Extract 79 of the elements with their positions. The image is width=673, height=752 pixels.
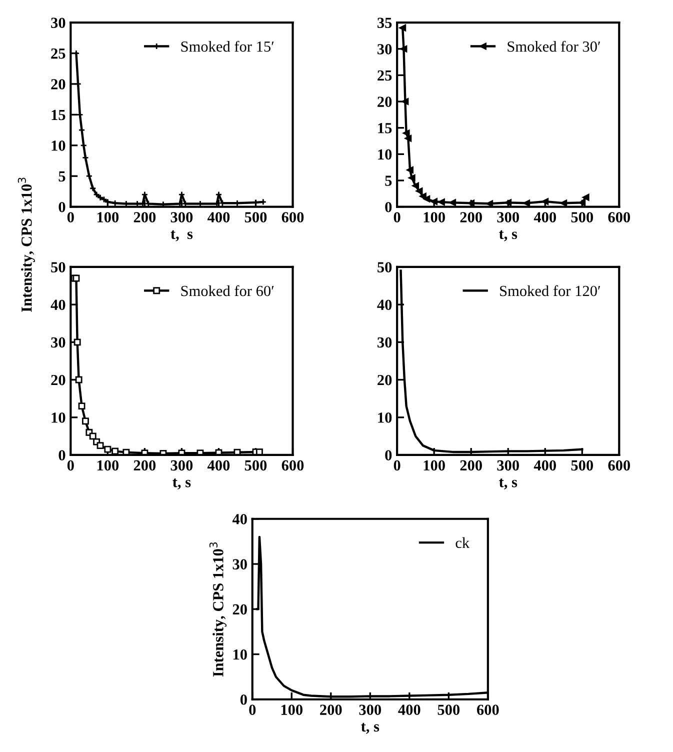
y-tick-label: 0 (58, 202, 66, 212)
x-tick-label: 600 (282, 212, 304, 222)
x-tick-label: 0 (249, 704, 256, 715)
y-tick-label: 35 (378, 18, 392, 28)
y-tick-label: 5 (58, 171, 66, 182)
y-tick-label: 30 (378, 337, 392, 348)
y-tick-label: 30 (232, 559, 247, 570)
x-tick-label: 600 (282, 460, 304, 471)
y-tick-label: 20 (51, 79, 66, 90)
y-tick-label: 15 (52, 110, 66, 120)
y-tick-label: 40 (232, 514, 247, 524)
x-tick-label: 600 (476, 704, 499, 715)
y-tick-label: 5 (385, 176, 392, 186)
x-tick-label: 400 (207, 460, 230, 471)
x-tick-label: 200 (134, 212, 156, 222)
x-tick-label: 500 (244, 212, 267, 222)
y-tick-label: 0 (385, 450, 392, 460)
y-tick-label: 30 (378, 44, 392, 54)
x-tick-label: 500 (571, 460, 594, 471)
x-tick-label: 0 (67, 460, 74, 471)
x-tick-label: 300 (170, 460, 193, 471)
x-tick-label: 0 (394, 212, 400, 222)
x-tick-label: 100 (97, 212, 119, 222)
x-tick-label: 600 (608, 212, 630, 222)
y-tick-label: 0 (58, 450, 66, 460)
x-axis-title: t, s (499, 478, 518, 490)
x-tick-label: 0 (67, 212, 74, 222)
x-tick-label: 400 (207, 212, 230, 222)
x-tick-label: 100 (424, 460, 445, 471)
y-tick-label: 10 (233, 649, 247, 660)
x-tick-label: 300 (170, 212, 193, 222)
x-axis-title: t, s (172, 478, 191, 490)
x-tick-label: 200 (134, 460, 156, 471)
x-tick-label: 400 (534, 460, 556, 471)
legend-label: Smoked for 15′ (181, 40, 274, 52)
y-tick-label: 20 (378, 374, 392, 386)
y-tick-label: 50 (378, 262, 392, 272)
x-tick-label: 300 (359, 704, 382, 715)
x-tick-label: 500 (438, 704, 460, 715)
x-tick-label: 200 (460, 460, 482, 471)
legend-label: ck (456, 537, 470, 548)
y-tick-label: 0 (385, 202, 392, 212)
y-tick-label: 10 (378, 412, 392, 423)
x-tick-label: 400 (398, 704, 420, 715)
y-axis-title: Intensity, CPS 1x10$^{3}$ (18, 178, 35, 312)
y-tick-label: 25 (51, 48, 66, 59)
x-tick-label: 200 (320, 704, 342, 715)
x-tick-label: 300 (497, 460, 519, 471)
x-tick-label: 0 (394, 460, 400, 471)
legend-label: Smoked for 30′ (508, 40, 600, 52)
legend-label: Smoked for 60′ (181, 285, 274, 296)
y-tick-label: 10 (52, 412, 66, 423)
y-tick-label: 40 (377, 300, 392, 310)
x-tick-label: 500 (244, 460, 267, 471)
x-axis-title: t, s (499, 230, 518, 242)
x-tick-label: 200 (460, 212, 482, 222)
x-axis-title: t, s (361, 722, 380, 734)
y-tick-label: 25 (378, 70, 392, 81)
y-tick-label: 15 (378, 123, 392, 134)
y-tick-label: 0 (240, 694, 247, 705)
y-tick-label: 10 (378, 149, 392, 160)
y-tick-label: 10 (52, 140, 66, 151)
y-tick-label: 30 (51, 337, 66, 348)
y-tick-label: 40 (50, 300, 66, 310)
x-tick-label: 100 (424, 212, 445, 222)
x-axis-title: t, s (170, 230, 193, 242)
y-tick-label: 20 (51, 374, 66, 386)
legend-label: Smoked for 120′ (500, 285, 600, 296)
y-tick-label: 20 (378, 96, 392, 107)
x-tick-label: 500 (571, 212, 594, 222)
x-tick-label: 100 (97, 460, 119, 471)
x-tick-label: 300 (497, 212, 519, 222)
y-tick-label: 30 (51, 18, 66, 28)
x-tick-label: 400 (534, 212, 556, 222)
y-tick-label: 20 (232, 604, 247, 615)
x-tick-label: 100 (281, 704, 303, 715)
y-axis-title: Intensity, CPS 1x10$^{3}$ (209, 542, 226, 677)
x-tick-label: 600 (608, 460, 630, 471)
y-tick-label: 50 (51, 262, 66, 272)
